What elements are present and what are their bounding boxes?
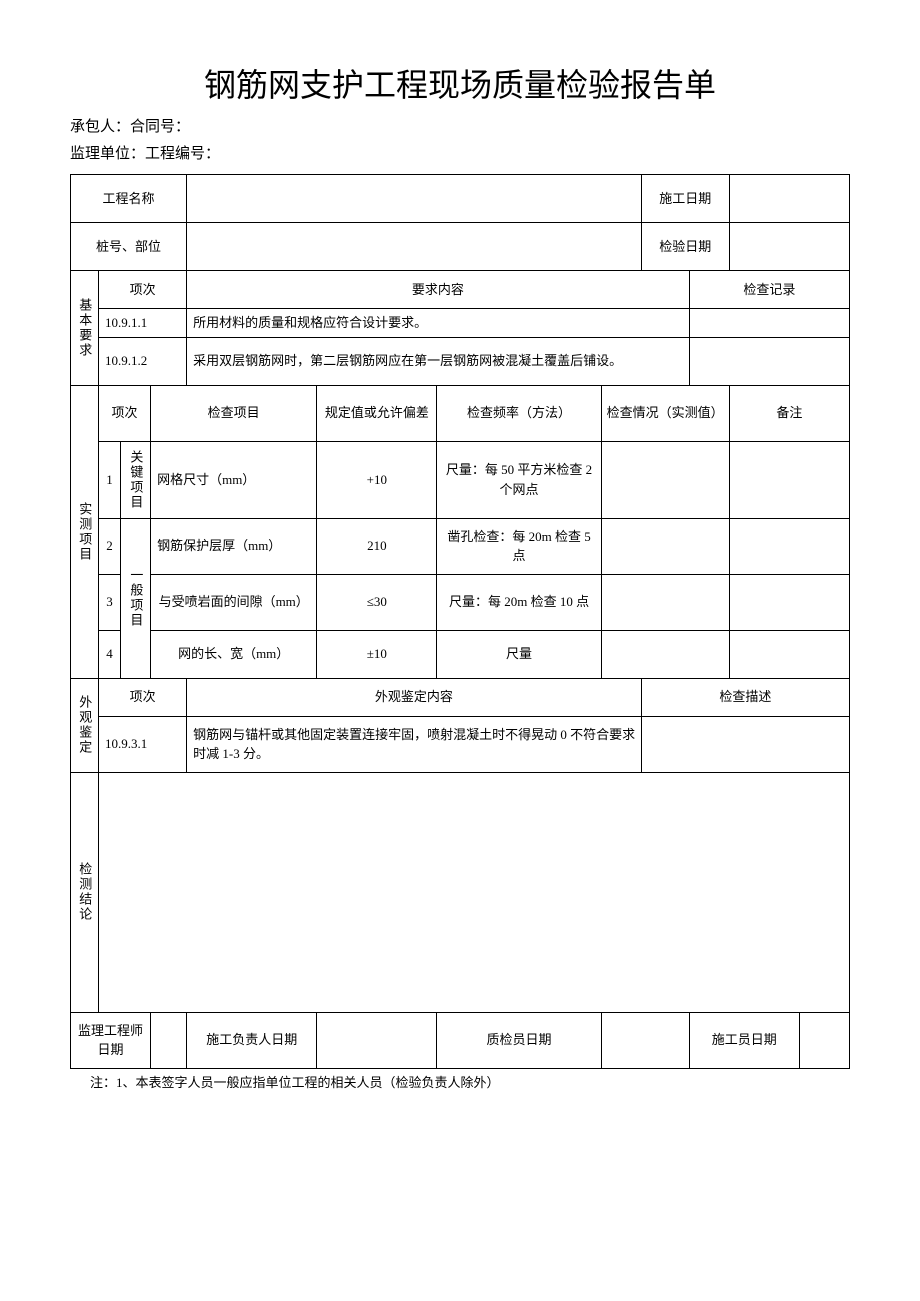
measured-key-label: 关键项目	[121, 441, 151, 518]
inspection-date-label: 检验日期	[641, 223, 729, 271]
measured-condition-header: 检查情况（实测值）	[601, 385, 729, 441]
sig-constructor-val[interactable]	[799, 1012, 849, 1068]
report-table: 工程名称 施工日期 桩号、部位 检验日期 基本要求 项次 要求内容 检查记录 1…	[70, 174, 850, 1069]
sig-qc-label: 质检员日期	[437, 1012, 601, 1068]
basic-item-header: 项次	[99, 271, 187, 309]
appearance-row-content: 钢筋网与锚杆或其他固定装置连接牢固，喷射混凝土时不得晃动 0 不符合要求时减 1…	[187, 716, 642, 772]
measured-row-remark[interactable]	[729, 441, 849, 518]
sig-constructor-label: 施工员日期	[689, 1012, 799, 1068]
measured-row-freq: 凿孔检查：每 20m 检查 5 点	[437, 518, 601, 574]
measured-row-val[interactable]	[601, 574, 729, 630]
measured-row-freq: 尺量	[437, 630, 601, 678]
measured-row-item: 网格尺寸（mm）	[151, 441, 317, 518]
basic-row-content: 采用双层钢筋网时，第二层钢筋网应在第一层钢筋网被混凝土覆盖后铺设。	[187, 337, 690, 385]
conclusion-label: 检测结论	[71, 772, 99, 1012]
measured-row-spec: 210	[317, 518, 437, 574]
measured-row-val[interactable]	[601, 630, 729, 678]
basic-row-content: 所用材料的质量和规格应符合设计要求。	[187, 309, 690, 338]
pile-position-value[interactable]	[187, 223, 642, 271]
measured-row-remark[interactable]	[729, 518, 849, 574]
basic-row-record[interactable]	[689, 309, 849, 338]
measured-row-remark[interactable]	[729, 630, 849, 678]
measured-spec-header: 规定值或允许偏差	[317, 385, 437, 441]
project-name-label: 工程名称	[71, 175, 187, 223]
measured-row-spec: +10	[317, 441, 437, 518]
measured-row-item: 网的长、宽（mm）	[151, 630, 317, 678]
conclusion-text[interactable]	[99, 772, 850, 1012]
appearance-content-header: 外观鉴定内容	[187, 678, 642, 716]
pile-position-label: 桩号、部位	[71, 223, 187, 271]
appearance-item-header: 项次	[99, 678, 187, 716]
measured-row-remark[interactable]	[729, 574, 849, 630]
measured-row-val[interactable]	[601, 518, 729, 574]
project-name-value[interactable]	[187, 175, 642, 223]
measured-row-no: 2	[99, 518, 121, 574]
basic-section-label: 基本要求	[71, 271, 99, 386]
measured-row-spec: ±10	[317, 630, 437, 678]
footnote: 注：1、本表签字人员一般应指单位工程的相关人员（检验负责人除外）	[70, 1072, 850, 1091]
construction-date-value[interactable]	[729, 175, 849, 223]
appearance-section-label: 外观鉴定	[71, 678, 99, 772]
sig-qc-val[interactable]	[601, 1012, 689, 1068]
measured-row-freq: 尺量：每 50 平方米检查 2 个网点	[437, 441, 601, 518]
basic-content-header: 要求内容	[187, 271, 690, 309]
measured-remark-header: 备注	[729, 385, 849, 441]
appearance-row-no: 10.9.3.1	[99, 716, 187, 772]
sig-construction-label: 施工负责人日期	[187, 1012, 317, 1068]
page-title: 钢筋网支护工程现场质量检验报告单	[70, 60, 850, 106]
basic-record-header: 检查记录	[689, 271, 849, 309]
appearance-desc-header: 检查描述	[641, 678, 849, 716]
measured-no-header: 项次	[99, 385, 151, 441]
measured-row-item: 钢筋保护层厚（mm）	[151, 518, 317, 574]
basic-row-record[interactable]	[689, 337, 849, 385]
measured-row-no: 3	[99, 574, 121, 630]
sig-supervisor-label: 监理工程师日期	[71, 1012, 151, 1068]
measured-section-label: 实测项目	[71, 385, 99, 678]
inspection-date-value[interactable]	[729, 223, 849, 271]
sig-construction-val[interactable]	[317, 1012, 437, 1068]
measured-row-no: 4	[99, 630, 121, 678]
measured-row-freq: 尺量：每 20m 检查 10 点	[437, 574, 601, 630]
supervisor-line: 监理单位：工程编号：	[70, 141, 850, 168]
measured-row-spec: ≤30	[317, 574, 437, 630]
construction-date-label: 施工日期	[641, 175, 729, 223]
measured-row-val[interactable]	[601, 441, 729, 518]
contractor-line: 承包人：合同号：	[70, 114, 850, 141]
measured-freq-header: 检查频率（方法）	[437, 385, 601, 441]
measured-row-item: 与受喷岩面的间隙（mm）	[151, 574, 317, 630]
basic-row-no: 10.9.1.2	[99, 337, 187, 385]
measured-row-no: 1	[99, 441, 121, 518]
basic-row-no: 10.9.1.1	[99, 309, 187, 338]
appearance-row-desc[interactable]	[641, 716, 849, 772]
sig-supervisor-val[interactable]	[151, 1012, 187, 1068]
measured-item-header: 检查项目	[151, 385, 317, 441]
measured-general-label: 一般项目	[121, 518, 151, 678]
